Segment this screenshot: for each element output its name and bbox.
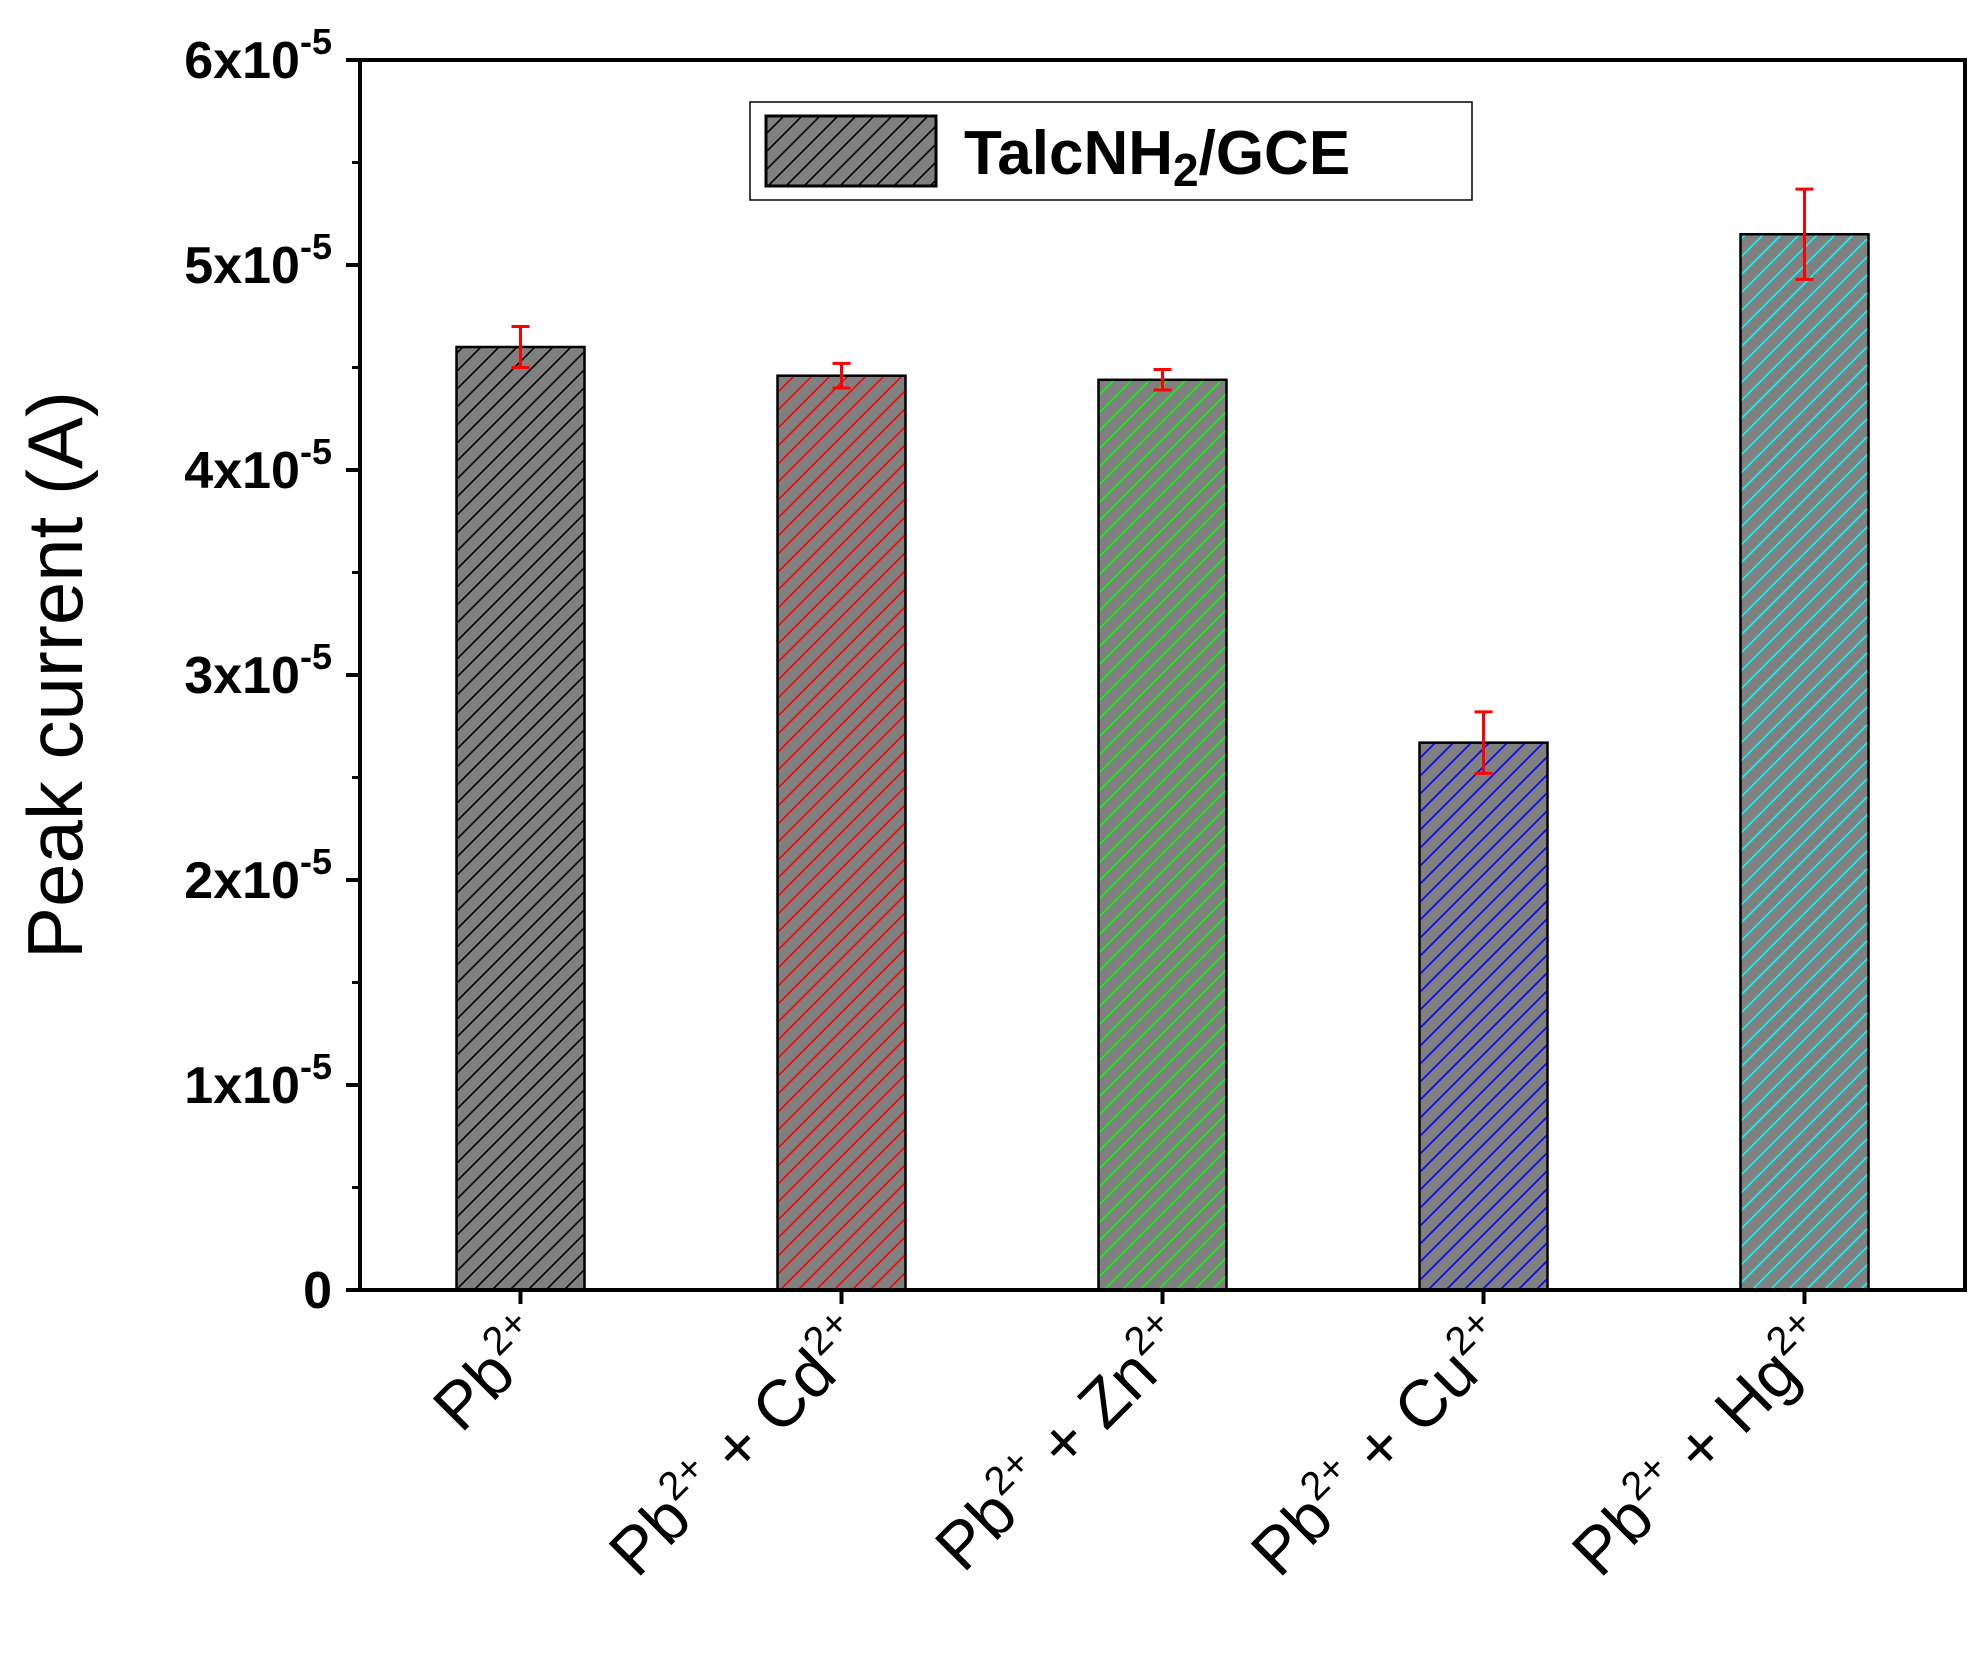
category-label-0: Pb2+​: [417, 1300, 561, 1444]
bar-1: [776, 374, 907, 1292]
legend: TalcNH2/GCE: [749, 101, 1473, 201]
error-bar-0: [511, 325, 530, 369]
x-axis: Pb2+​Pb2+​ + Cd2+​Pb2+​ + Zn2+​Pb2+​ + C…: [417, 1290, 1845, 1589]
bar-3: [1418, 741, 1549, 1292]
legend-label: TalcNH2/GCE: [964, 119, 1350, 196]
bar-0: [455, 345, 586, 1292]
y-axis-label: Peak current (A): [11, 391, 99, 959]
y-tick-label-4: 4x10-5: [184, 431, 332, 500]
y-tick-label-0: 0: [303, 1262, 332, 1320]
error-bar-1: [832, 361, 851, 390]
error-bar-2: [1153, 368, 1172, 392]
y-axis: 0 1x10-5 2x10-5 3x10-5 4x10-5 5x10-5 6x10-5: [184, 21, 360, 1320]
category-label-4: Pb2+​ + Hg2+​: [1556, 1300, 1845, 1589]
category-label-2: Pb2+​ + Zn2+​: [919, 1300, 1203, 1584]
y-tick-label-2: 2x10-5: [184, 841, 332, 910]
category-label-3: Pb2+​ + Cu2+​: [1235, 1300, 1524, 1589]
y-tick-label-1: 1x10-5: [184, 1046, 332, 1115]
error-bars: [511, 187, 1814, 775]
bar-4: [1739, 233, 1870, 1292]
bars: [455, 233, 1870, 1292]
y-tick-label-6: 6x10-5: [184, 21, 332, 90]
error-bar-4: [1795, 187, 1814, 281]
y-tick-label-3: 3x10-5: [184, 636, 332, 705]
error-bar-3: [1474, 710, 1493, 775]
legend-swatch: [764, 114, 938, 188]
category-label-1: Pb2+​ + Cd2+​: [593, 1300, 882, 1589]
bar-2: [1097, 378, 1228, 1292]
y-tick-label-5: 5x10-5: [184, 226, 332, 295]
